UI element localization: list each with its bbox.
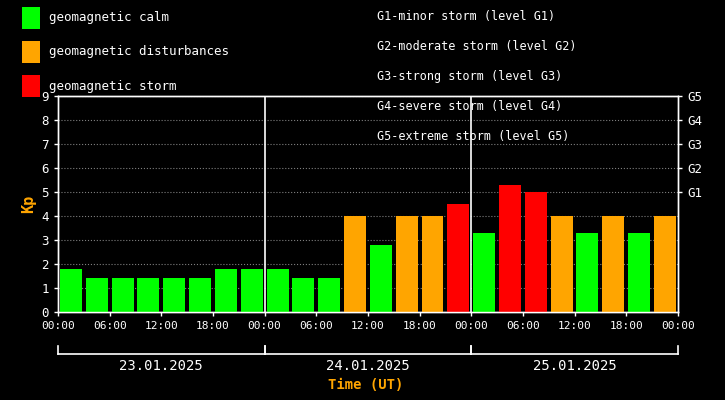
- Bar: [370, 245, 392, 312]
- Text: G2-moderate storm (level G2): G2-moderate storm (level G2): [377, 40, 576, 53]
- Bar: [86, 278, 108, 312]
- Bar: [654, 216, 676, 312]
- Text: G4-severe storm (level G4): G4-severe storm (level G4): [377, 100, 563, 113]
- Bar: [473, 233, 495, 312]
- Bar: [241, 269, 262, 312]
- Bar: [292, 278, 315, 312]
- Text: 23.01.2025: 23.01.2025: [120, 359, 203, 373]
- Text: G5-extreme storm (level G5): G5-extreme storm (level G5): [377, 130, 569, 143]
- Bar: [112, 278, 133, 312]
- Text: G1-minor storm (level G1): G1-minor storm (level G1): [377, 10, 555, 23]
- Bar: [189, 278, 211, 312]
- Bar: [267, 269, 289, 312]
- Text: geomagnetic storm: geomagnetic storm: [49, 80, 176, 92]
- Text: G3-strong storm (level G3): G3-strong storm (level G3): [377, 70, 563, 83]
- Text: 24.01.2025: 24.01.2025: [326, 359, 410, 373]
- Bar: [525, 192, 547, 312]
- Bar: [318, 278, 340, 312]
- Bar: [138, 278, 160, 312]
- Bar: [421, 216, 444, 312]
- Bar: [551, 216, 573, 312]
- Text: geomagnetic disturbances: geomagnetic disturbances: [49, 46, 228, 58]
- Bar: [344, 216, 366, 312]
- Bar: [60, 269, 82, 312]
- Bar: [628, 233, 650, 312]
- Y-axis label: Kp: Kp: [21, 195, 36, 213]
- Text: 25.01.2025: 25.01.2025: [533, 359, 616, 373]
- Text: geomagnetic calm: geomagnetic calm: [49, 12, 169, 24]
- Bar: [602, 216, 624, 312]
- Bar: [396, 216, 418, 312]
- Bar: [163, 278, 185, 312]
- Bar: [215, 269, 237, 312]
- Bar: [447, 204, 469, 312]
- Text: Time (UT): Time (UT): [328, 378, 404, 392]
- Bar: [576, 233, 598, 312]
- Bar: [499, 185, 521, 312]
